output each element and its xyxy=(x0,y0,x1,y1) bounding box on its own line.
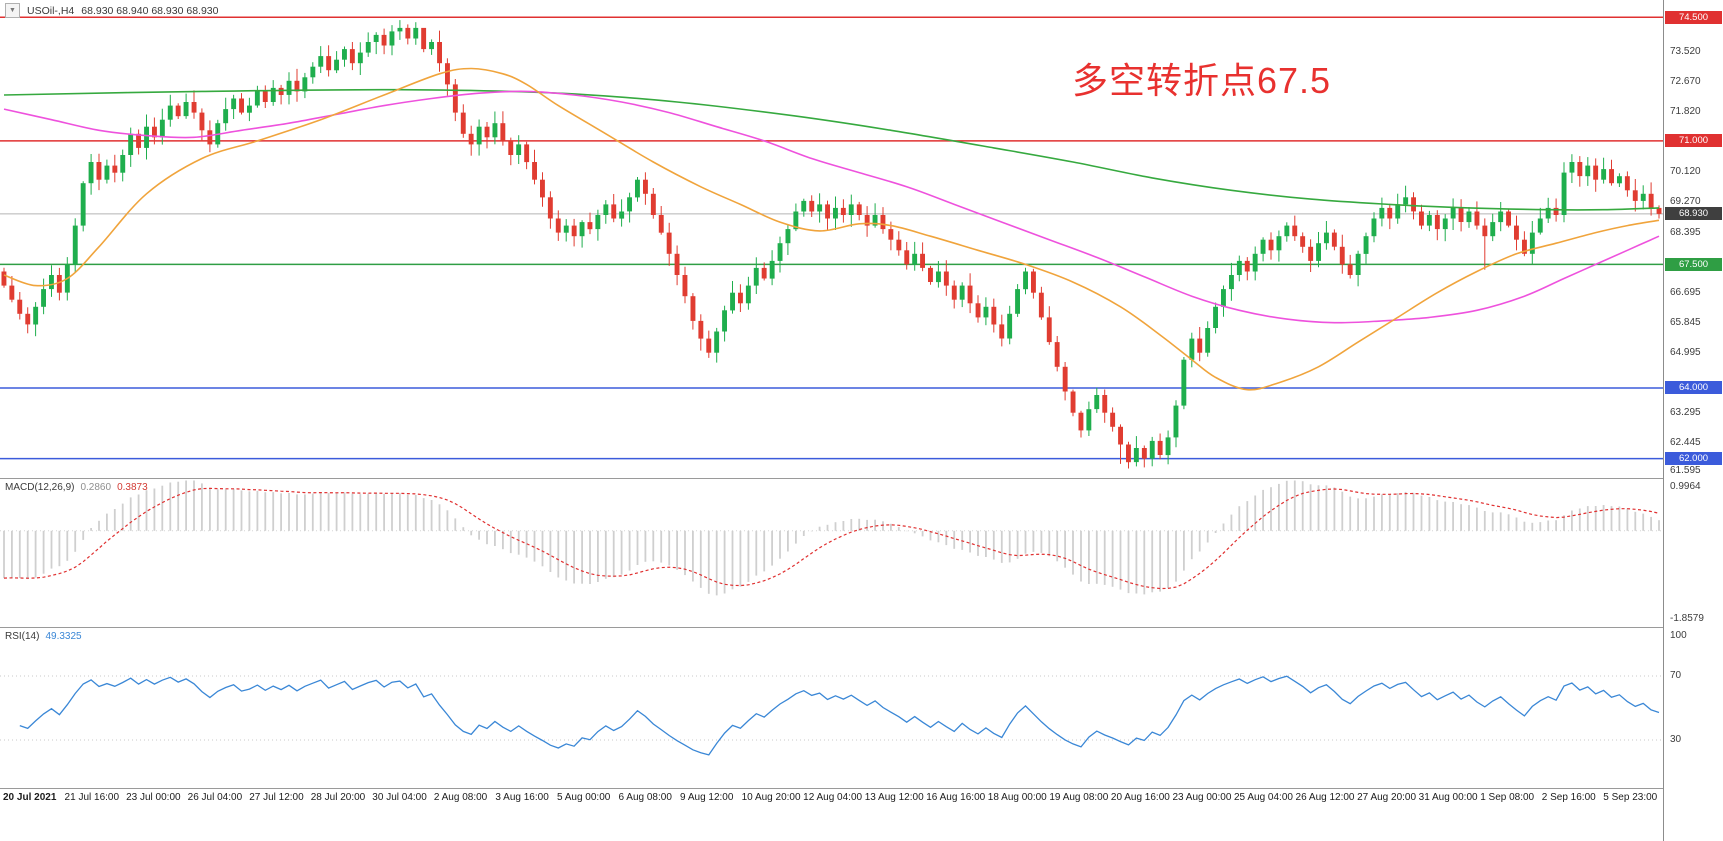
macd-signal-value: 0.3873 xyxy=(117,482,148,493)
price-level-badge: 67.500 xyxy=(1665,257,1722,271)
time-axis-label: 27 Aug 20:00 xyxy=(1357,792,1417,803)
time-axis-label: 19 Aug 08:00 xyxy=(1049,792,1109,803)
price-axis-label: 64.995 xyxy=(1670,346,1701,358)
time-axis-label: 28 Jul 20:00 xyxy=(310,792,366,803)
panel-separator xyxy=(0,627,1723,628)
time-axis-label: 1 Sep 08:00 xyxy=(1480,792,1535,803)
rsi-axis-label: 70 xyxy=(1670,670,1682,681)
price-axis-label: 73.520 xyxy=(1670,45,1701,57)
macd-axis-label: 0.9964 xyxy=(1670,481,1701,492)
time-axis-label: 26 Aug 12:00 xyxy=(1295,792,1355,803)
panel-separator xyxy=(0,788,1723,789)
time-axis-label: 5 Sep 23:00 xyxy=(1603,792,1658,803)
price-level-badge: 64.000 xyxy=(1665,381,1722,395)
symbol-timeframe-label: USOil-,H4 xyxy=(27,4,75,17)
rsi-value: 49.3325 xyxy=(45,631,82,642)
time-axis-label: 30 Jul 04:00 xyxy=(372,792,427,803)
candlestick-chart[interactable] xyxy=(0,0,1663,478)
time-axis-label: 25 Aug 04:00 xyxy=(1234,792,1293,803)
rsi-axis-label: 30 xyxy=(1670,734,1682,745)
time-axis-label: 16 Aug 16:00 xyxy=(926,792,986,803)
price-axis-label: 61.595 xyxy=(1670,465,1701,476)
current-price-badge: 68.930 xyxy=(1665,207,1722,221)
time-axis-label: 27 Jul 12:00 xyxy=(249,792,304,803)
time-axis-label: 31 Aug 00:00 xyxy=(1418,792,1478,803)
ohlc-values: 68.930 68.940 68.930 68.930 xyxy=(81,4,219,17)
time-axis-label: 20 Jul 2021 xyxy=(3,792,57,803)
time-axis-label: 5 Aug 00:00 xyxy=(556,792,611,803)
symbol-dropdown-icon[interactable]: ▼ xyxy=(5,3,20,18)
price-axis-label: 72.670 xyxy=(1670,75,1701,87)
chart-title-bar: ▼ USOil-,H4 68.930 68.940 68.930 68.930 xyxy=(5,3,218,18)
time-axis-label: 13 Aug 12:00 xyxy=(864,792,924,803)
macd-indicator-panel[interactable] xyxy=(0,479,1663,627)
price-axis-label: 68.395 xyxy=(1670,226,1701,238)
time-axis-label: 23 Jul 00:00 xyxy=(126,792,181,803)
time-axis-label: 10 Aug 20:00 xyxy=(741,792,801,803)
time-axis-label: 18 Aug 00:00 xyxy=(987,792,1047,803)
macd-axis-label: -1.8579 xyxy=(1670,613,1704,624)
time-axis-label: 21 Jul 16:00 xyxy=(64,792,120,803)
time-axis[interactable]: 20 Jul 2021 21 Jul 16:00 23 Jul 00:00 26 Ju… xyxy=(0,789,1723,813)
panel-separator xyxy=(0,478,1723,479)
time-axis-label: 2 Aug 08:00 xyxy=(433,792,488,803)
time-axis-label: 6 Aug 08:00 xyxy=(618,792,672,803)
price-axis-label: 66.695 xyxy=(1670,286,1701,298)
price-axis-label: 63.295 xyxy=(1670,406,1701,418)
time-axis-label: 26 Jul 04:00 xyxy=(187,792,243,803)
price-level-badge: 74.500 xyxy=(1665,10,1722,24)
price-axis-label: 71.820 xyxy=(1670,105,1701,117)
time-axis-label: 9 Aug 12:00 xyxy=(680,792,734,803)
rsi-indicator-label: RSI(14) 49.3325 xyxy=(5,631,82,642)
time-axis-label: 23 Aug 00:00 xyxy=(1172,792,1232,803)
price-axis-label: 62.445 xyxy=(1670,436,1701,448)
price-axis-label: 70.120 xyxy=(1670,165,1701,177)
chart-annotation-text[interactable]: 多空转折点67.5 xyxy=(1072,60,1332,101)
price-level-badge: 62.000 xyxy=(1665,452,1722,466)
rsi-axis-label: 100 xyxy=(1670,630,1687,641)
macd-main-value: 0.2860 xyxy=(80,482,112,493)
price-axis-label: 65.845 xyxy=(1670,316,1701,328)
time-axis-label: 2 Sep 16:00 xyxy=(1541,792,1596,803)
macd-indicator-label: MACD(12,26,9) 0.2860 0.3873 xyxy=(5,482,148,493)
time-axis-label: 20 Aug 16:00 xyxy=(1110,792,1170,803)
rsi-indicator-panel[interactable] xyxy=(0,628,1663,788)
rsi-name: RSI(14) xyxy=(5,631,40,642)
macd-name: MACD(12,26,9) xyxy=(5,482,75,493)
time-axis-label: 12 Aug 04:00 xyxy=(803,792,863,803)
price-axis-label: 69.270 xyxy=(1670,195,1701,207)
price-level-badge: 71.000 xyxy=(1665,134,1722,148)
time-axis-label: 3 Aug 16:00 xyxy=(495,792,549,803)
price-axis[interactable]: 73.520 72.670 71.820 70.120 69.270 68.395 66.6… xyxy=(1663,0,1723,841)
